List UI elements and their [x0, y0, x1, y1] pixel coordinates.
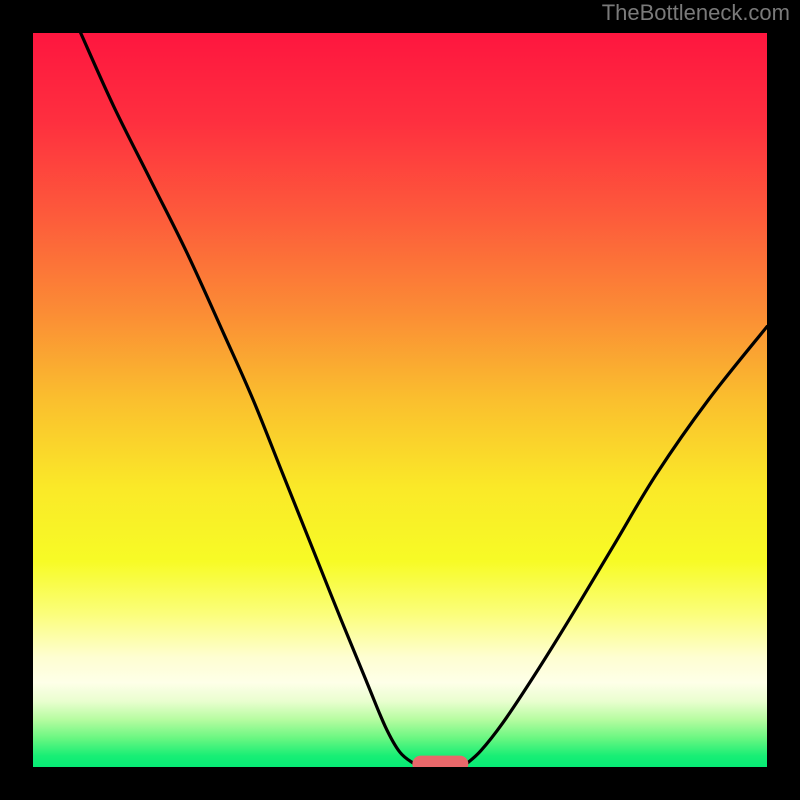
watermark-text: TheBottleneck.com: [602, 0, 790, 26]
bottleneck-chart: [0, 0, 800, 800]
chart-stage: TheBottleneck.com: [0, 0, 800, 800]
plot-area: [33, 33, 767, 773]
gradient-background: [33, 33, 767, 767]
